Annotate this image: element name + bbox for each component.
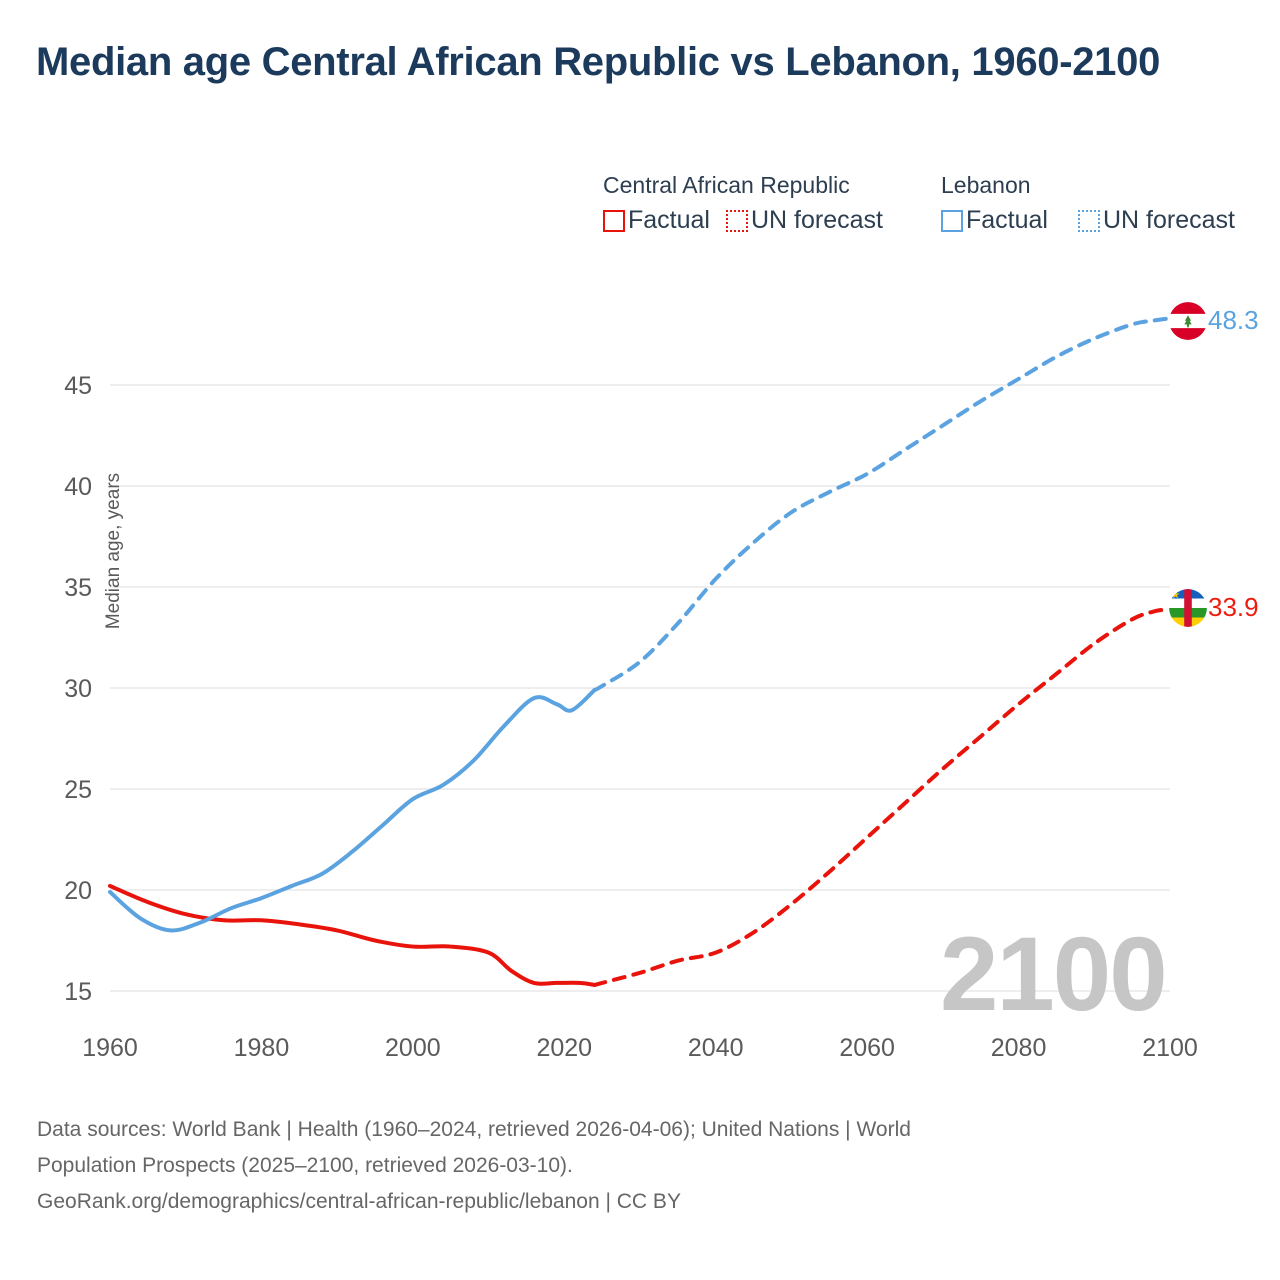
series-line-lebanon-factual xyxy=(108,688,597,933)
x-axis-tick-label: 2100 xyxy=(1142,1034,1198,1062)
footer-line-3[interactable]: GeoRank.org/demographics/central-african… xyxy=(37,1190,681,1214)
legend-group-title-lebanon: Lebanon xyxy=(941,172,1031,198)
y-axis-tick-label: 35 xyxy=(64,574,92,602)
dotted-square-outline-icon xyxy=(1078,209,1100,232)
x-axis-tick-label: 1980 xyxy=(234,1034,290,1062)
y-axis-tick-label: 30 xyxy=(64,675,92,703)
legend-item-lebanon-forecast[interactable]: UN forecast xyxy=(1078,206,1235,235)
legend-item-lebanon-factual[interactable]: Factual xyxy=(941,206,1048,235)
series-lines xyxy=(108,316,1172,987)
legend-group-title-car: Central African Republic xyxy=(603,172,850,198)
footer-line-1: Data sources: World Bank | Health (1960–… xyxy=(37,1118,911,1141)
legend-item-car-factual[interactable]: Factual xyxy=(603,206,710,235)
y-axis-tick-labels: 15 20 25 30 35 40 45 xyxy=(64,372,92,1006)
central-african-republic-end-value: 33.9 xyxy=(1208,592,1259,622)
y-axis-title: Median age, years xyxy=(103,472,124,630)
legend-item-label: Factual xyxy=(628,206,710,234)
x-axis-tick-label: 2000 xyxy=(385,1034,441,1062)
lebanon-flag-icon xyxy=(1169,302,1207,340)
series-line-central-african-republic-factual xyxy=(108,883,597,987)
y-axis-tick-label: 15 xyxy=(64,978,92,1006)
x-axis-tick-label: 2040 xyxy=(688,1034,744,1062)
legend-group-titles: Central African Republic Lebanon xyxy=(598,172,1258,206)
lebanon-end-value: 48.3 xyxy=(1208,305,1259,335)
legend-item-label: Factual xyxy=(966,206,1048,234)
x-axis-tick-label: 2020 xyxy=(536,1034,592,1062)
x-axis-tick-label: 2060 xyxy=(839,1034,895,1062)
solid-square-outline-icon xyxy=(941,209,963,232)
gridlines xyxy=(110,384,1170,992)
solid-square-outline-icon xyxy=(603,209,625,232)
x-axis-tick-label: 2080 xyxy=(991,1034,1047,1062)
y-axis-tick-label: 20 xyxy=(64,877,92,905)
legend-item-car-forecast[interactable]: UN forecast xyxy=(726,206,883,235)
legend-item-label: UN forecast xyxy=(751,206,883,234)
chart-legend: Central African Republic Lebanon Factual… xyxy=(598,172,1258,246)
y-axis-tick-label: 40 xyxy=(64,473,92,501)
central-african-republic-flag-icon xyxy=(1169,589,1207,627)
y-axis-tick-label: 45 xyxy=(64,372,92,400)
page-title: Median age Central African Republic vs L… xyxy=(36,40,1161,84)
footer-sources: Data sources: World Bank | Health (1960–… xyxy=(37,1113,1197,1219)
dotted-square-outline-icon xyxy=(726,209,748,232)
y-axis-tick-label: 25 xyxy=(64,776,92,804)
series-line-lebanon-forecast xyxy=(592,316,1172,693)
x-axis-tick-label: 1960 xyxy=(82,1034,138,1062)
legend-item-label: UN forecast xyxy=(1103,206,1235,234)
footer-line-2: Population Prospects (2025–2100, retriev… xyxy=(37,1154,573,1178)
x-axis-tick-labels: 1960 1980 2000 2020 2040 2060 2080 2100 xyxy=(82,1034,1198,1062)
year-watermark: 2100 xyxy=(940,916,1168,1033)
legend-items: Factual UN forecast Factual UN forecast xyxy=(598,206,1258,246)
